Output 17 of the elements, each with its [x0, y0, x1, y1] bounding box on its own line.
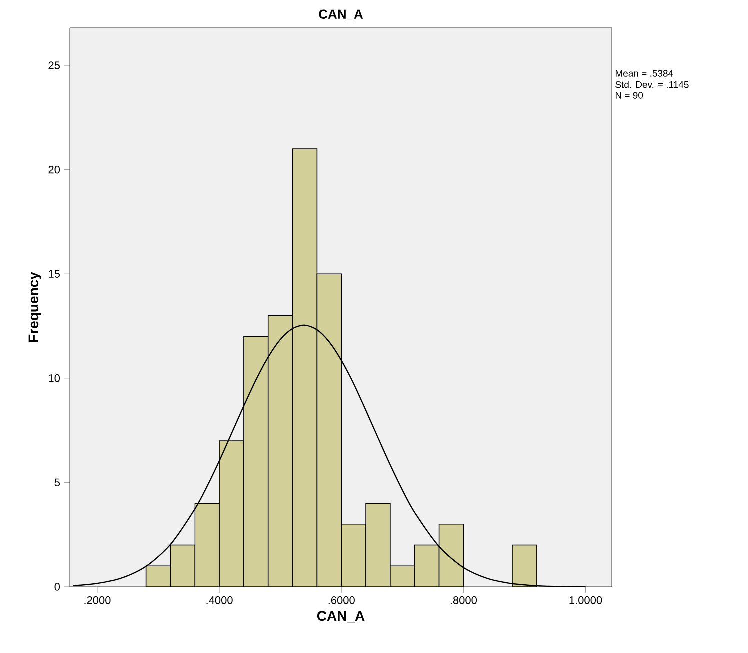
y-tick-label: 25 — [48, 62, 60, 70]
x-tick-label: .4000 — [206, 596, 233, 604]
x-tick-label: .6000 — [328, 596, 355, 604]
x-tick-label: 1.0000 — [570, 596, 602, 604]
y-tick-label: 0 — [54, 583, 60, 591]
text: Mean = .5384 — [616, 70, 674, 77]
text: N = 90 — [616, 92, 644, 99]
text: Std. Dev. = .1145 — [616, 81, 689, 88]
y-tick-label: 10 — [49, 374, 60, 382]
y-axis-title: Frequency — [28, 272, 42, 342]
y-tick-label: 20 — [48, 166, 60, 174]
x-tick-label: .8000 — [450, 596, 478, 604]
y-tick-label: 15 — [49, 270, 60, 278]
x-axis-title: CAN_A — [317, 611, 365, 623]
chart-title: CAN_A — [319, 10, 364, 20]
x-tick-label: .2000 — [84, 596, 111, 604]
y-tick-label: 5 — [54, 478, 60, 487]
